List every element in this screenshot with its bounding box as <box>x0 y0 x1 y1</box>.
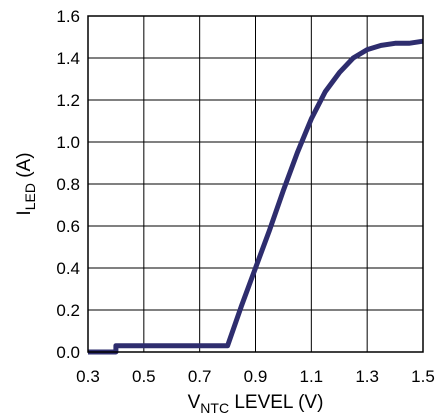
y-axis-label: ILED (A) <box>14 152 38 215</box>
x-tick-label: 1.5 <box>411 367 435 386</box>
x-tick-label: 1.3 <box>355 367 379 386</box>
x-axis-label-sub: NTC <box>200 400 229 416</box>
grid <box>87 15 424 353</box>
x-axis-label-rest: LEVEL (V) <box>229 392 323 413</box>
y-tick-label: 0.4 <box>56 259 80 278</box>
y-tick-labels: 0.0 0.2 0.4 0.6 0.8 1.0 1.2 1.4 1.6 <box>56 7 80 362</box>
y-tick-label: 0.6 <box>56 217 80 236</box>
series-layer <box>88 38 424 355</box>
y-tick-label: 0.2 <box>56 301 80 320</box>
y-axis-label-main: I <box>14 210 35 215</box>
x-tick-label: 0.5 <box>132 367 156 386</box>
y-axis-label-sub: LED <box>22 183 38 210</box>
y-tick-label: 1.0 <box>56 133 80 152</box>
y-tick-label: 1.6 <box>56 7 80 26</box>
x-tick-label: 0.7 <box>188 367 212 386</box>
x-tick-label: 0.3 <box>76 367 100 386</box>
y-tick-label: 0.0 <box>56 343 80 362</box>
x-axis-label: VNTC LEVEL (V) <box>188 392 324 416</box>
y-tick-label: 1.4 <box>56 49 80 68</box>
y-tick-label: 1.2 <box>56 91 80 110</box>
series-line <box>88 38 424 355</box>
x-tick-label: 0.9 <box>244 367 268 386</box>
x-tick-labels: 0.3 0.5 0.7 0.9 1.1 1.3 1.5 <box>76 367 435 386</box>
y-axis-label-rest: (A) <box>14 152 35 183</box>
x-axis-label-main: V <box>188 392 201 413</box>
x-tick-label: 1.1 <box>300 367 324 386</box>
y-tick-label: 0.8 <box>56 175 80 194</box>
plot-frame <box>87 15 424 353</box>
